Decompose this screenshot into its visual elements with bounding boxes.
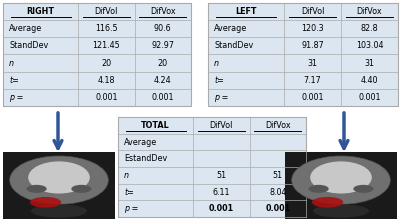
Ellipse shape	[26, 185, 47, 193]
Ellipse shape	[313, 204, 369, 218]
Text: t=: t=	[9, 76, 19, 85]
Text: DifVol: DifVol	[95, 7, 118, 16]
Ellipse shape	[10, 156, 108, 204]
Ellipse shape	[312, 197, 343, 208]
Text: t=: t=	[124, 188, 134, 196]
Ellipse shape	[310, 161, 372, 194]
Text: p =: p =	[214, 93, 228, 102]
Text: 6.11: 6.11	[213, 188, 230, 196]
Text: 92.97: 92.97	[151, 42, 174, 50]
Text: 51: 51	[216, 171, 226, 180]
Text: 8.04: 8.04	[269, 188, 286, 196]
Ellipse shape	[31, 204, 87, 218]
Text: RIGHT: RIGHT	[26, 7, 54, 16]
Ellipse shape	[71, 185, 92, 193]
Text: 0.001: 0.001	[358, 93, 381, 102]
Text: 20: 20	[101, 59, 112, 67]
Text: t=: t=	[214, 76, 224, 85]
Text: Average: Average	[9, 24, 42, 33]
Text: p =: p =	[9, 93, 23, 102]
Text: 120.3: 120.3	[301, 24, 324, 33]
Text: DifVox: DifVox	[357, 7, 382, 16]
Ellipse shape	[353, 185, 374, 193]
Text: 116.5: 116.5	[95, 24, 118, 33]
Text: 51: 51	[273, 171, 283, 180]
Text: LEFT: LEFT	[235, 7, 257, 16]
Text: 121.45: 121.45	[92, 42, 120, 50]
Ellipse shape	[28, 161, 90, 194]
Text: 31: 31	[308, 59, 318, 67]
Text: Average: Average	[124, 137, 157, 147]
Text: 4.18: 4.18	[98, 76, 115, 85]
Text: 90.6: 90.6	[154, 24, 172, 33]
Text: n: n	[214, 59, 219, 67]
Text: p =: p =	[124, 204, 138, 213]
Ellipse shape	[308, 185, 329, 193]
Text: 31: 31	[364, 59, 374, 67]
Text: 4.40: 4.40	[361, 76, 378, 85]
Text: 0.001: 0.001	[265, 204, 290, 213]
Text: 0.001: 0.001	[152, 93, 174, 102]
Text: 103.04: 103.04	[356, 42, 383, 50]
Text: EstandDev: EstandDev	[124, 154, 167, 163]
Text: 0.001: 0.001	[301, 93, 324, 102]
Text: TOTAL: TOTAL	[141, 121, 170, 130]
Text: 20: 20	[158, 59, 168, 67]
Text: DifVox: DifVox	[150, 7, 176, 16]
Text: n: n	[124, 171, 129, 180]
Text: DifVol: DifVol	[301, 7, 324, 16]
Bar	[3, 152, 115, 219]
Text: 91.87: 91.87	[301, 42, 324, 50]
Text: Average: Average	[214, 24, 247, 33]
Text: 0.001: 0.001	[95, 93, 118, 102]
Text: 7.17: 7.17	[304, 76, 321, 85]
Text: 82.8: 82.8	[361, 24, 378, 33]
Text: 4.24: 4.24	[154, 76, 172, 85]
Text: 0.001: 0.001	[209, 204, 234, 213]
Bar	[118, 117, 306, 217]
Text: n: n	[9, 59, 14, 67]
Ellipse shape	[292, 156, 390, 204]
Text: DifVox: DifVox	[265, 121, 291, 130]
Bar	[285, 152, 397, 219]
Text: DifVol: DifVol	[210, 121, 233, 130]
Text: StandDev: StandDev	[9, 42, 48, 50]
Ellipse shape	[30, 197, 61, 208]
Text: StandDev: StandDev	[214, 42, 253, 50]
Bar	[3, 3, 191, 106]
Bar	[208, 3, 398, 106]
